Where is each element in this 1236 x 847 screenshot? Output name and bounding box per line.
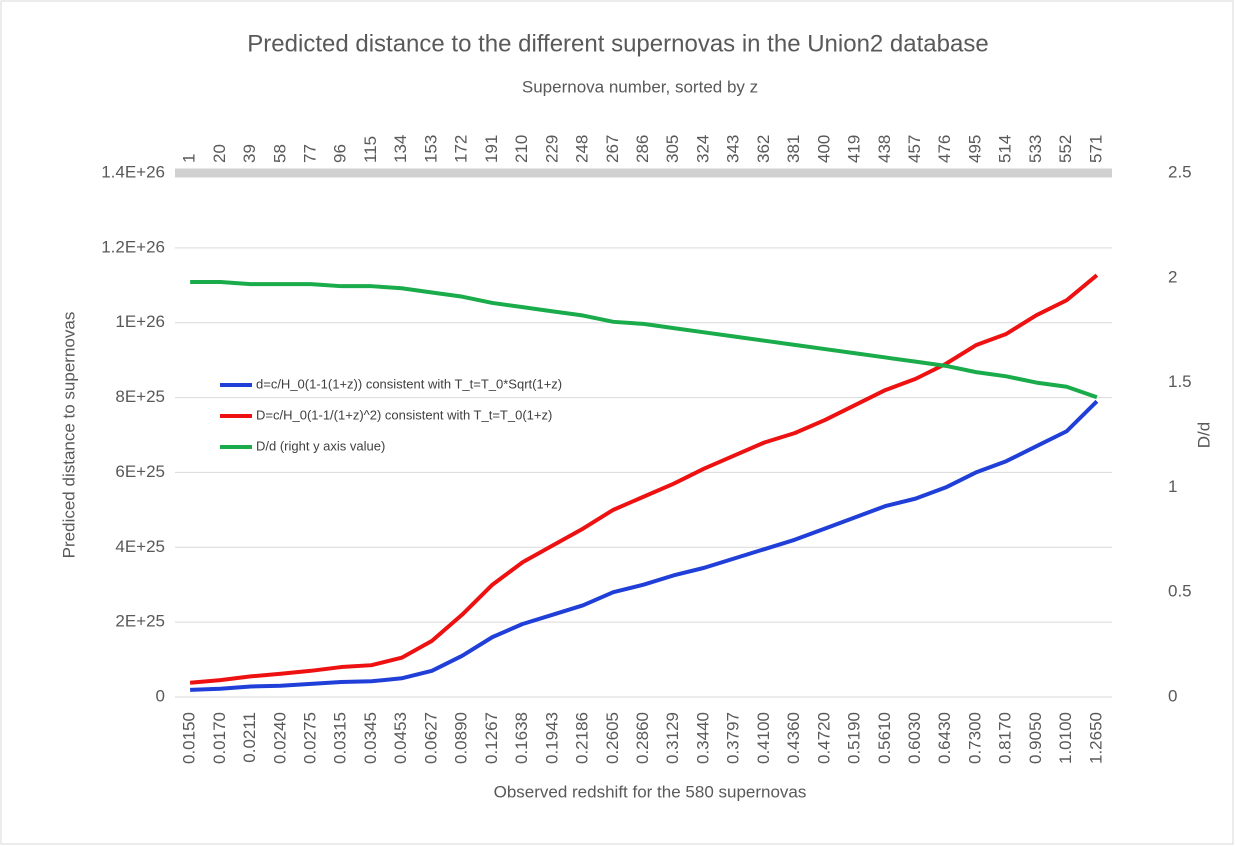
y2-tick-label: 1.5 [1168,372,1192,391]
top-tick-label: 248 [573,135,592,163]
y-tick-label: 1E+26 [115,312,165,331]
top-tick-label: 20 [210,144,229,163]
legend-label: D/d (right y axis value) [256,438,385,453]
series-line [190,279,1098,400]
x-tick-label: 0.1943 [542,712,561,764]
top-tick-label: 343 [724,135,743,163]
x-tick-label: 0.4720 [814,712,833,764]
top-tick-label: 400 [814,135,833,163]
top-tick-label: 438 [875,135,894,163]
x-tick-label: 0.6030 [905,712,924,764]
top-tick-label: 533 [1026,135,1045,163]
top-tick-label: 172 [452,135,471,163]
x-tick-label: 0.2860 [633,712,652,764]
x-tick-label: 0.0627 [421,712,440,764]
top-tick-label: 286 [633,135,652,163]
x-tick-label: 0.0315 [331,712,350,764]
top-tick-label: 58 [270,144,289,163]
top-tick-label: 381 [784,135,803,163]
top-tick-label: 514 [996,135,1015,163]
y2-tick-label: 1 [1168,477,1177,496]
x-tick-label: 0.7300 [965,712,984,764]
y2-tick-label: 2 [1168,267,1177,286]
y-tick-label: 8E+25 [115,387,165,406]
x-tick-label: 0.2605 [603,712,622,764]
x-tick-label: 0.9050 [1026,712,1045,764]
top-tick-label: 495 [965,135,984,163]
x-tick-label: 0.5610 [875,712,894,764]
chart-title: Predicted distance to the different supe… [247,30,988,57]
y2-axis-title: D/d [1194,422,1213,448]
x-tick-label: 0.0240 [270,712,289,764]
x-tick-label: 0.5190 [845,712,864,764]
x-tick-label: 0.0890 [452,712,471,764]
top-tick-label: 362 [754,135,773,163]
x-tick-label: 0.0211 [240,712,259,763]
x-tick-label: 0.4100 [754,712,773,764]
x-tick-label: 0.3129 [663,712,682,764]
legend-label: D=c/H_0(1-1/(1+z)^2) consistent with T_t… [256,407,552,422]
y-tick-label: 6E+25 [115,462,165,481]
top-tick-label: 457 [905,135,924,163]
x-tick-label: 0.8170 [996,712,1015,764]
top-tick-label: 419 [845,135,864,163]
top-axis-title: Supernova number, sorted by z [522,77,758,96]
top-tick-label: 39 [240,144,259,163]
x-tick-label: 0.0170 [210,712,229,764]
x-tick-label: 0.3440 [693,712,712,764]
top-tick-label: 305 [663,135,682,163]
top-tick-label: 324 [693,135,712,163]
top-tick-label: 134 [391,135,410,163]
x-tick-label: 0.1267 [482,712,501,764]
x-tick-label: 0.4360 [784,712,803,764]
y2-tick-label: 0 [1168,686,1177,705]
top-tick-label: 77 [301,144,320,163]
x-axis-title: Observed redshift for the 580 supernovas [494,782,807,801]
series-line [190,399,1099,692]
top-tick-label: 153 [421,135,440,163]
x-tick-label: 1.2650 [1086,712,1105,764]
x-tick-label: 0.3797 [724,712,743,764]
top-tick-label: 1 [180,154,199,163]
top-tick-label: 96 [331,144,350,163]
top-tick-label: 115 [361,136,380,163]
x-tick-label: 0.0345 [361,712,380,764]
x-tick-label: 0.1638 [512,712,531,764]
x-tick-label: 0.0453 [391,712,410,764]
top-tick-label: 229 [542,135,561,163]
legend-label: d=c/H_0(1-1(1+z)) consistent with T_t=T_… [256,376,562,391]
top-tick-label: 191 [482,135,501,163]
x-tick-label: 1.0100 [1056,712,1075,764]
y-axis-title: Prediced distance to supernovas [59,312,78,559]
y2-tick-label: 0.5 [1168,582,1192,601]
y2-tick-label: 2.5 [1168,162,1192,181]
top-tick-label: 552 [1056,135,1075,163]
top-tick-label: 476 [935,135,954,163]
top-tick-label: 267 [603,135,622,163]
y-tick-label: 4E+25 [115,537,165,556]
x-tick-label: 0.0150 [180,712,199,764]
y-tick-label: 0 [156,686,165,705]
y-tick-label: 1.4E+26 [101,162,165,181]
x-tick-label: 0.6430 [935,712,954,764]
top-tick-label: 210 [512,135,531,163]
y-tick-label: 1.2E+26 [101,237,165,256]
x-tick-label: 0.0275 [301,712,320,764]
y-tick-label: 2E+25 [115,612,165,631]
top-tick-label: 571 [1086,135,1105,163]
x-tick-label: 0.2186 [573,712,592,764]
